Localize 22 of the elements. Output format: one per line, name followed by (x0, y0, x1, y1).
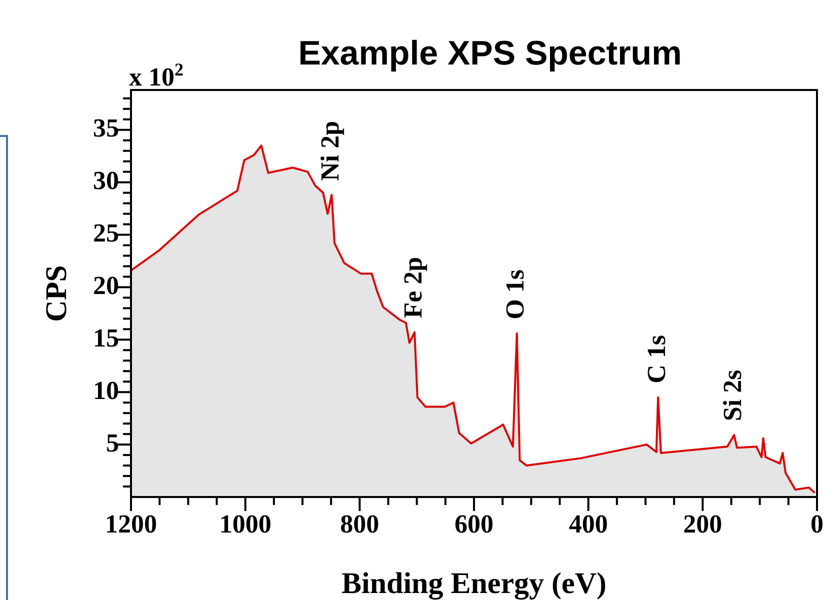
x-tick-label: 200 (683, 510, 722, 539)
x-tick-label: 0 (810, 510, 824, 539)
annotation: C 1s (642, 334, 671, 384)
x-tick-label: 600 (454, 510, 494, 539)
y-tick-label: 35 (93, 114, 119, 143)
annotation: Si 2s (718, 370, 747, 422)
y-tick-label: 20 (93, 270, 119, 300)
chart-title: Example XPS Spectrum (298, 34, 682, 72)
y-tick-label: 10 (93, 376, 119, 405)
x-axis-title: Binding Energy (eV) (341, 566, 607, 600)
y-axis-title: CPS (40, 265, 73, 322)
x-tick-label: 800 (340, 510, 380, 539)
annotation: Fe 2p (398, 256, 428, 318)
y-tick-label: 5 (106, 428, 119, 458)
x-tick-label: 400 (568, 510, 608, 539)
annotation: O 1s (500, 270, 530, 320)
annotation: Ni 2p (315, 120, 344, 181)
x-tick-label: 1000 (219, 510, 272, 539)
y-tick-label: 25 (93, 218, 119, 248)
y-tick-label: 30 (93, 166, 119, 196)
x-tick-label: 1200 (105, 510, 157, 539)
y-tick-label: 15 (93, 323, 119, 352)
